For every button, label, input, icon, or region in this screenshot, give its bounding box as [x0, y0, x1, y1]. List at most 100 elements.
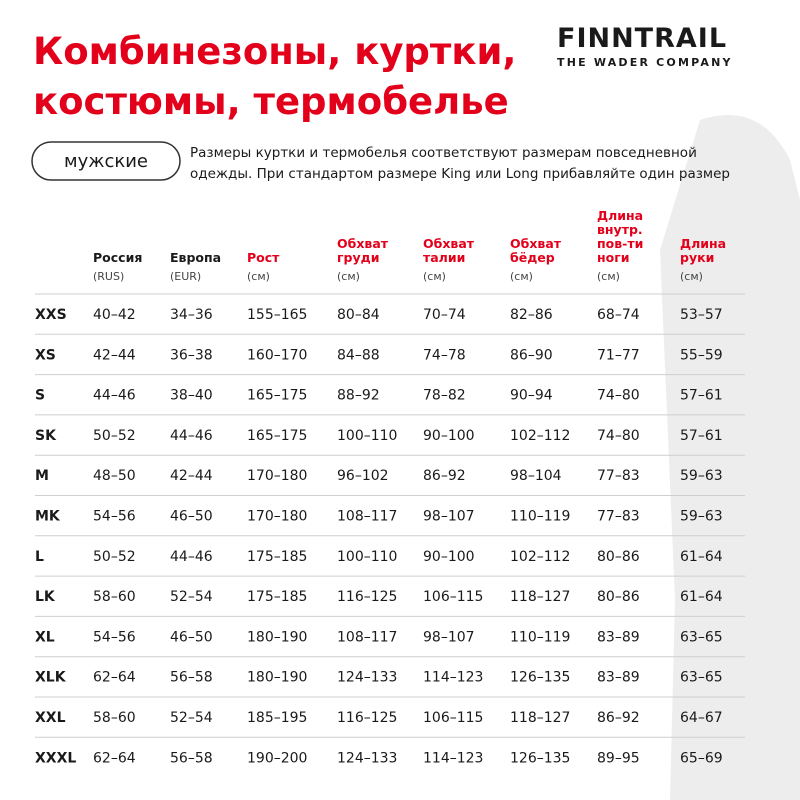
cell: 86–92 [423, 468, 466, 484]
cell: 57–61 [680, 428, 723, 444]
cell: 80–86 [597, 589, 640, 605]
cell: 86–90 [510, 347, 553, 363]
cell: 114–123 [423, 750, 483, 766]
cell: 74–80 [597, 388, 640, 404]
cell: 82–86 [510, 307, 553, 323]
size-label: L [35, 549, 44, 565]
column-header: внутр. [597, 222, 643, 237]
cell: 90–100 [423, 549, 475, 565]
cell: 80–84 [337, 307, 380, 323]
cell: 110–119 [510, 629, 570, 645]
cell: 56–58 [170, 750, 213, 766]
column-header: Рост [247, 250, 280, 265]
size-label: XS [35, 347, 56, 363]
size-label: MK [35, 509, 61, 525]
cell: 124–133 [337, 750, 397, 766]
cell: 50–52 [93, 428, 136, 444]
cell: 175–185 [247, 549, 307, 565]
cell: 52–54 [170, 710, 213, 726]
cell: 46–50 [170, 629, 213, 645]
cell: 90–94 [510, 388, 553, 404]
cell: 54–56 [93, 629, 136, 645]
cell: 116–125 [337, 710, 397, 726]
cell: 59–63 [680, 509, 723, 525]
cell: 106–115 [423, 589, 483, 605]
photo-silhouette [660, 115, 800, 800]
column-header: Европа [170, 250, 221, 265]
note-line: Размеры куртки и термобелья соответствую… [190, 145, 697, 161]
cell: 44–46 [93, 388, 136, 404]
column-header: Длина [597, 208, 643, 223]
cell: 180–190 [247, 629, 307, 645]
cell: 165–175 [247, 428, 307, 444]
size-label: SK [35, 428, 57, 444]
cell: 40–42 [93, 307, 136, 323]
brand: FINNTRAIL [557, 23, 727, 54]
cell: 63–65 [680, 629, 723, 645]
cell: 98–107 [423, 509, 475, 525]
cell: 77–83 [597, 468, 640, 484]
cell: 34–36 [170, 307, 213, 323]
cell: 102–112 [510, 428, 570, 444]
cell: 170–180 [247, 468, 307, 484]
cell: 170–180 [247, 509, 307, 525]
cell: 175–185 [247, 589, 307, 605]
cell: 44–46 [170, 428, 213, 444]
column-header: бёдер [510, 250, 555, 265]
cell: 70–74 [423, 307, 466, 323]
cell: 108–117 [337, 509, 397, 525]
column-header: пов-ти [597, 236, 643, 251]
cell: 62–64 [93, 670, 136, 686]
column-header: Обхват [510, 236, 562, 251]
size-label: XXS [35, 307, 67, 323]
column-header: талии [423, 250, 465, 265]
cell: 59–63 [680, 468, 723, 484]
cell: 54–56 [93, 509, 136, 525]
column-unit: (см) [510, 270, 533, 283]
column-unit: (RUS) [93, 270, 124, 283]
size-label: M [35, 468, 49, 484]
cell: 160–170 [247, 347, 307, 363]
note-line: одежды. При стандартом размере King или … [190, 166, 730, 182]
column-unit: (см) [597, 270, 620, 283]
cell: 77–83 [597, 509, 640, 525]
cell: 65–69 [680, 750, 723, 766]
size-label: S [35, 388, 45, 404]
size-label: XL [35, 629, 55, 645]
cell: 88–92 [337, 388, 380, 404]
cell: 48–50 [93, 468, 136, 484]
size-label: XLK [35, 670, 67, 686]
column-unit: (см) [423, 270, 446, 283]
cell: 180–190 [247, 670, 307, 686]
cell: 36–38 [170, 347, 213, 363]
cell: 108–117 [337, 629, 397, 645]
cell: 80–86 [597, 549, 640, 565]
cell: 38–40 [170, 388, 213, 404]
cell: 83–89 [597, 629, 640, 645]
cell: 86–92 [597, 710, 640, 726]
cell: 42–44 [170, 468, 213, 484]
cell: 62–64 [93, 750, 136, 766]
cell: 116–125 [337, 589, 397, 605]
cell: 53–57 [680, 307, 723, 323]
column-unit: (см) [247, 270, 270, 283]
cell: 106–115 [423, 710, 483, 726]
cell: 55–59 [680, 347, 723, 363]
cell: 71–77 [597, 347, 640, 363]
column-unit: (см) [337, 270, 360, 283]
cell: 98–107 [423, 629, 475, 645]
cell: 83–89 [597, 670, 640, 686]
cell: 78–82 [423, 388, 466, 404]
cell: 58–60 [93, 589, 136, 605]
cell: 118–127 [510, 589, 570, 605]
column-unit: (EUR) [170, 270, 201, 283]
cell: 90–100 [423, 428, 475, 444]
badge: мужские [64, 151, 148, 172]
cell: 124–133 [337, 670, 397, 686]
cell: 126–135 [510, 750, 570, 766]
title-line: Комбинезоны, куртки, [33, 30, 516, 73]
size-label: XXL [35, 710, 66, 726]
size-label: XXXL [35, 750, 76, 766]
cell: 102–112 [510, 549, 570, 565]
